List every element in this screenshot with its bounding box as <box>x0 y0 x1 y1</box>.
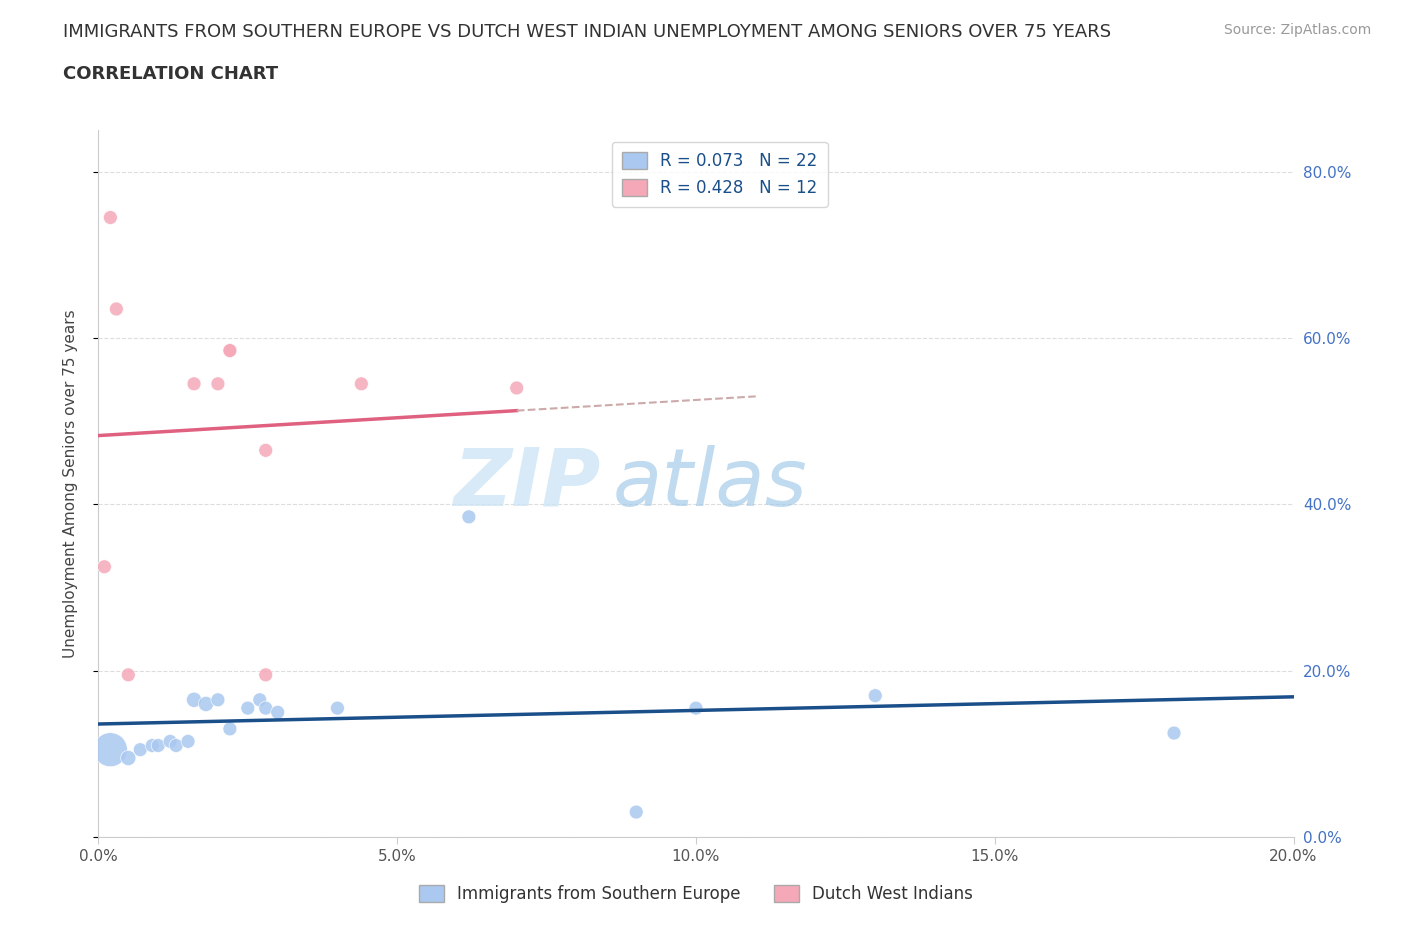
Point <box>141 738 163 753</box>
Point <box>506 380 529 395</box>
Point <box>159 734 181 749</box>
Point <box>1163 725 1185 740</box>
Point <box>100 742 122 757</box>
Point <box>117 668 139 683</box>
Point <box>236 700 259 715</box>
Text: CORRELATION CHART: CORRELATION CHART <box>63 65 278 83</box>
Point <box>865 688 887 703</box>
Point <box>626 804 648 819</box>
Point <box>219 343 242 358</box>
Point <box>219 343 242 358</box>
Point <box>177 734 200 749</box>
Text: IMMIGRANTS FROM SOUTHERN EUROPE VS DUTCH WEST INDIAN UNEMPLOYMENT AMONG SENIORS : IMMIGRANTS FROM SOUTHERN EUROPE VS DUTCH… <box>63 23 1111 41</box>
Point <box>100 210 122 225</box>
Point <box>458 510 481 525</box>
Point <box>195 697 218 711</box>
Legend: Immigrants from Southern Europe, Dutch West Indians: Immigrants from Southern Europe, Dutch W… <box>412 879 980 910</box>
Point <box>254 700 277 715</box>
Point <box>105 301 128 316</box>
Point <box>254 443 277 458</box>
Text: Source: ZipAtlas.com: Source: ZipAtlas.com <box>1223 23 1371 37</box>
Text: ZIP: ZIP <box>453 445 600 523</box>
Y-axis label: Unemployment Among Seniors over 75 years: Unemployment Among Seniors over 75 years <box>63 310 77 658</box>
Point <box>249 692 271 707</box>
Point <box>267 705 290 720</box>
Point <box>165 738 187 753</box>
Point <box>93 559 115 574</box>
Point <box>183 377 205 392</box>
Point <box>685 700 707 715</box>
Point <box>207 377 229 392</box>
Point <box>148 738 170 753</box>
Point <box>207 692 229 707</box>
Point <box>183 692 205 707</box>
Point <box>326 700 349 715</box>
Text: atlas: atlas <box>613 445 807 523</box>
Point <box>129 742 152 757</box>
Point <box>219 722 242 737</box>
Point <box>254 668 277 683</box>
Point <box>350 377 373 392</box>
Point <box>117 751 139 765</box>
